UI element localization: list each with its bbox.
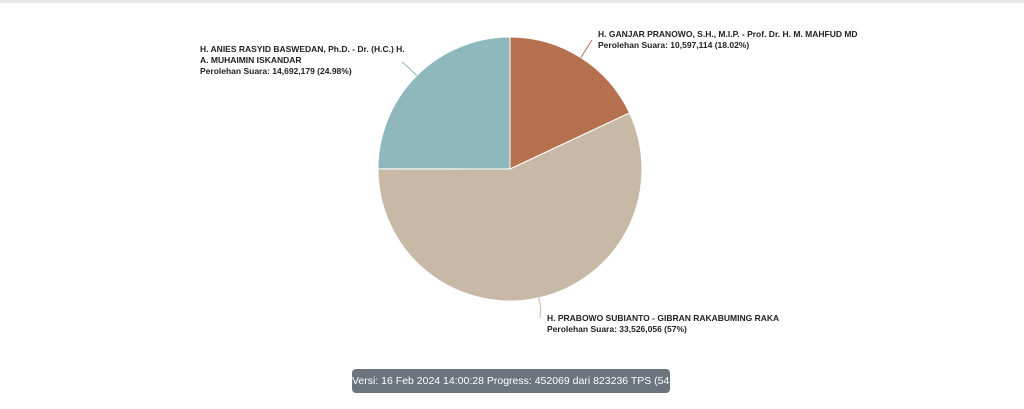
slice-label-anies: H. ANIES RASYID BASWEDAN, Ph.D. - Dr. (H… [200, 44, 405, 65]
pie-chart-svg [377, 36, 643, 319]
leader-line-anies [401, 61, 418, 76]
slice-votes-ganjar: Perolehan Suara: 10,597,114 (18.02%) [598, 40, 750, 50]
version-progress-badge: Versi: 16 Feb 2024 14:00:28 Progress: 45… [352, 369, 697, 393]
label-ganjar: H. GANJAR PRANOWO, S.H., M.I.P. - Prof. … [598, 29, 858, 51]
pie-chart: H. ANIES RASYID BASWEDAN, Ph.D. - Dr. (H… [200, 29, 858, 335]
slice-ganjar [509, 36, 631, 170]
leader-line-prabowo [538, 297, 542, 319]
leader-line-ganjar [580, 39, 593, 58]
slice-label-prabowo: H. PRABOWO SUBIANTO - GIBRAN RAKABUMING … [547, 313, 780, 323]
label-prabowo: H. PRABOWO SUBIANTO - GIBRAN RAKABUMING … [547, 313, 787, 335]
top-border [0, 0, 1024, 3]
slice-label-ganjar: H. GANJAR PRANOWO, S.H., M.I.P. - Prof. … [598, 29, 858, 39]
slice-votes-anies: Perolehan Suara: 14,692,179 (24.98%) [200, 66, 352, 76]
slice-votes-prabowo: Perolehan Suara: 33,526,056 (57%) [547, 324, 687, 334]
label-anies: H. ANIES RASYID BASWEDAN, Ph.D. - Dr. (H… [200, 44, 410, 77]
